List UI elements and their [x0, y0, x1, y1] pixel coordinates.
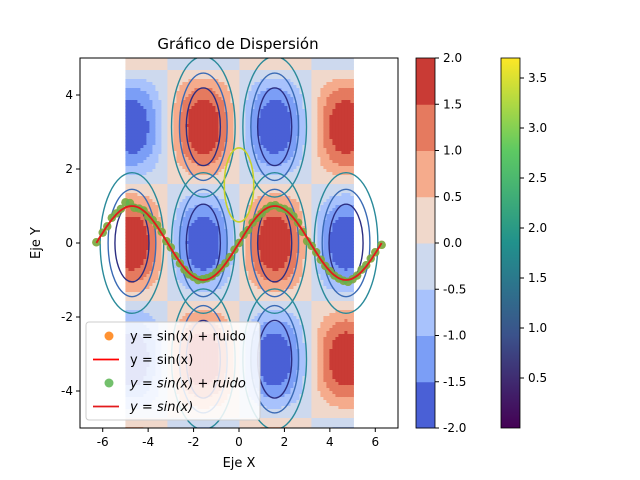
colorbar2-tick-label-4: 2.5: [528, 171, 547, 185]
contour-line-19: [107, 188, 157, 298]
legend-label-0: y = sin(x) + ruido: [130, 330, 246, 345]
y-axis-label: Eje Y: [29, 227, 44, 259]
x-tick-label-6: 6: [371, 435, 379, 449]
legend-label-1: y = sin(x): [130, 353, 193, 368]
x-tick-label-0: -6: [97, 435, 109, 449]
colorbar1-band-1: [416, 335, 435, 383]
legend-label-2: y = sin(x) + ruido: [129, 377, 246, 392]
y-axis: -4 -2 0 2 4: [61, 88, 80, 398]
contour-line-13: [250, 188, 300, 298]
colorbar1-tick-label-1: -1.5: [443, 375, 466, 389]
colorbar2-tick-label-1: 1.0: [528, 321, 547, 335]
colorbar1-tick-label-0: -2.0: [443, 421, 466, 435]
colorbar1-band-7: [416, 58, 435, 105]
x-tick-label-5: 4: [326, 435, 334, 449]
colorbar1-tick-label-4: 0.0: [443, 236, 462, 250]
colorbar-viridis: 0.5 1.0 1.5 2.0 2.5 3.0 3.5: [500, 57, 547, 429]
legend: y = sin(x) + ruido y = sin(x) y = sin(x) +…: [85, 321, 261, 421]
x-axis-label: Eje X: [223, 456, 256, 471]
colorbar1-tick-label-6: 1.0: [443, 144, 462, 158]
colorbar1-tick-label-7: 1.5: [443, 97, 462, 111]
x-tick-label-4: 2: [281, 435, 289, 449]
contour-line-16: [250, 72, 300, 182]
legend-marker-0: [104, 331, 114, 341]
colorbar2-tick-label-5: 3.0: [528, 121, 547, 135]
colorbar1-band-6: [416, 104, 435, 151]
scatter-point-2-43: [289, 212, 298, 221]
contour-line-22: [321, 188, 371, 298]
contour-line-7: [178, 72, 228, 182]
colorbar1-band-2: [416, 289, 435, 336]
contour-line-4: [178, 188, 228, 298]
colorbar-contour: -2.0 -1.5 -1.0 -0.5 0.0 0.5 1.0 1.5 2.0: [415, 51, 466, 435]
colorbar1-tick-label-8: 2.0: [443, 51, 462, 65]
legend-box: [85, 321, 261, 421]
colorbar1-tick-label-3: -0.5: [443, 282, 466, 296]
colorbar1-tick-label-5: 0.5: [443, 190, 462, 204]
colorbar2-tick-label-0: 0.5: [528, 371, 547, 385]
series-line-3: [95, 205, 383, 281]
contour-line-17: [242, 58, 308, 198]
contour-line-6: [185, 87, 222, 167]
chart-title: Gráfico de Dispersión: [157, 35, 318, 53]
contour-line-15: [256, 87, 293, 167]
colorbar1-band-4: [416, 196, 435, 244]
x-tick-label-2: -2: [188, 435, 200, 449]
x-tick-label-1: -4: [142, 435, 154, 449]
colorbar1-tick-label-2: -1.0: [443, 329, 466, 343]
series-layer: [92, 198, 386, 287]
colorbar1-band-0: [416, 381, 435, 429]
y-tick-label-0: -4: [61, 384, 73, 398]
colorbar2-gradient: [500, 57, 521, 429]
y-tick-label-4: 4: [65, 88, 73, 102]
y-tick-label-1: -2: [61, 310, 73, 324]
legend-label-3: y = sin(x): [129, 400, 193, 415]
x-axis: -6 -4 -2 0 2 4 6: [97, 428, 379, 449]
colorbar2-tick-label-6: 3.5: [528, 71, 547, 85]
legend-marker-2: [104, 378, 114, 388]
colorbar1-band-3: [416, 243, 435, 290]
contour-line-8: [170, 58, 236, 198]
contour-line-peak: [223, 147, 255, 223]
colorbar1-band-5: [416, 150, 435, 198]
y-tick-label-2: 0: [65, 236, 73, 250]
y-tick-label-3: 2: [65, 162, 73, 176]
colorbar2-tick-label-2: 1.5: [528, 271, 547, 285]
x-tick-label-3: 0: [235, 435, 243, 449]
colorbar2-tick-label-3: 2.0: [528, 221, 547, 235]
